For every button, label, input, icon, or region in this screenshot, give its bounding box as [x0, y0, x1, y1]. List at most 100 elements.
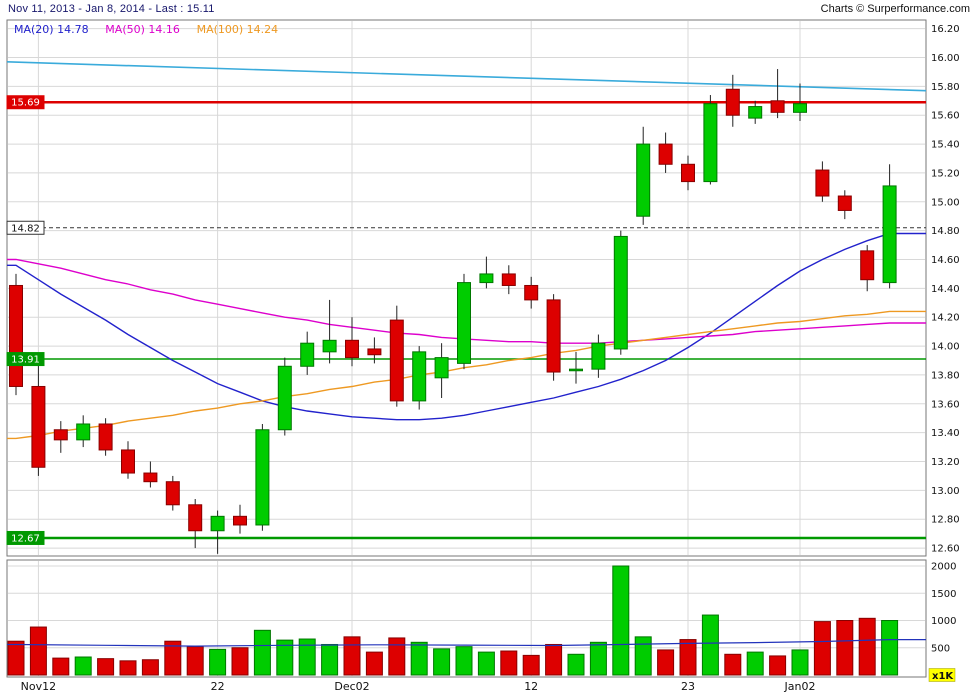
- candle-body: [748, 106, 763, 119]
- x-tick-label: Jan02: [784, 680, 816, 693]
- candle-body: [658, 143, 673, 165]
- candle-body: [165, 481, 180, 506]
- volume-bar: [746, 651, 764, 676]
- legend-MA(20): MA(20) 14.78: [14, 23, 89, 36]
- volume-bar: [701, 614, 719, 676]
- candle-body: [367, 348, 382, 356]
- volume-bar: [365, 651, 383, 676]
- level-label-box: [6, 95, 45, 110]
- candle-body: [815, 169, 830, 197]
- volume-bar: [477, 651, 495, 676]
- candle-body: [255, 429, 270, 526]
- legend-MA(100): MA(100) 14.24: [197, 23, 279, 36]
- y-tick-label: 14.40: [931, 284, 960, 295]
- candle-body: [636, 143, 651, 217]
- y-tick-label: 15.00: [931, 197, 960, 208]
- y-tick-label: 12.60: [931, 544, 960, 555]
- candle-body: [837, 195, 852, 211]
- candle-body: [703, 103, 718, 183]
- level-label-box: [6, 220, 45, 235]
- volume-bar: [29, 626, 47, 676]
- volume-bar: [881, 620, 899, 676]
- ma-legend: MA(20) 14.78 MA(50) 14.16 MA(100) 14.24: [14, 23, 278, 36]
- chart-header: Nov 11, 2013 - Jan 8, 2014 - Last : 15.1…: [0, 0, 980, 18]
- y-tick-label: 13.40: [931, 428, 960, 439]
- level-label-12.67: 12.67: [11, 533, 40, 544]
- volume-bar: [567, 653, 585, 676]
- candle-body: [569, 368, 583, 372]
- candle-body: [121, 449, 135, 474]
- y-tick-label: 14.20: [931, 313, 960, 324]
- y-tick-label: 14.60: [931, 255, 960, 266]
- volume-unit-badge: [928, 668, 956, 682]
- volume-tick-label: 1500: [931, 589, 956, 600]
- volume-bar: [7, 640, 25, 676]
- volume-bar: [836, 620, 854, 676]
- volume-bar: [164, 640, 182, 676]
- candle-body: [770, 100, 785, 113]
- credit-text: Charts © Surperformance.com: [820, 3, 970, 15]
- candle-body: [31, 385, 46, 468]
- ma-line-MA(20): [7, 232, 926, 421]
- volume-bar: [813, 621, 831, 676]
- volume-bar: [455, 646, 473, 676]
- volume-tick-label: 500: [931, 643, 950, 654]
- candle-body: [210, 515, 225, 532]
- y-tick-label: 15.20: [931, 168, 960, 179]
- trend-line: [6, 61, 927, 92]
- volume-bar: [186, 646, 204, 676]
- volume-bar: [253, 629, 271, 676]
- grid-layer: [8, 21, 925, 676]
- y-tick-label: 15.60: [931, 111, 960, 122]
- level-label-15.69: 15.69: [11, 98, 40, 109]
- volume-bar: [321, 643, 339, 676]
- volume-bar: [97, 658, 115, 676]
- y-tick-label: 14.80: [931, 226, 960, 237]
- candle-body: [389, 319, 404, 402]
- volume-bar: [388, 637, 406, 676]
- candle-body: [457, 282, 471, 364]
- y-tick-label: 14.00: [931, 342, 960, 353]
- volume-tick-label: 1000: [931, 616, 956, 627]
- y-tick-label: 12.80: [931, 515, 960, 526]
- volume-bar: [657, 649, 675, 676]
- level-label-14.82: 14.82: [11, 223, 40, 234]
- legend-MA(50): MA(50) 14.16: [105, 23, 180, 36]
- volume-bar: [209, 648, 227, 676]
- ma-line-MA(100): [7, 310, 926, 440]
- volume-bar: [858, 617, 876, 676]
- volume-bar: [141, 659, 159, 676]
- y-tick-label: 16.20: [931, 24, 960, 35]
- price-axis-labels: 16.20 16.00 15.80 15.60 15.40 15.20 15.00 14.80…: [931, 24, 960, 554]
- volume-bar: [276, 639, 294, 676]
- volume-ma-line: [7, 638, 926, 647]
- candle-body: [9, 284, 23, 387]
- y-tick-label: 13.20: [931, 457, 960, 468]
- candle-body: [546, 299, 561, 373]
- volume-bar: [119, 660, 137, 676]
- level-labels-layer: 15.69 14.82 13.91 12.67: [6, 95, 45, 545]
- ma-line-MA(50): [7, 258, 926, 344]
- level-label-13.91: 13.91: [11, 355, 40, 366]
- volume-bar: [724, 653, 742, 676]
- volume-bar: [433, 648, 451, 676]
- x-tick-label: 12: [524, 680, 538, 693]
- candle-body: [681, 163, 695, 183]
- x-tick-label: Nov12: [21, 680, 56, 693]
- candle-body: [725, 88, 740, 116]
- candle-body: [860, 250, 875, 281]
- candle-body: [188, 504, 203, 532]
- x-tick-label: 23: [681, 680, 695, 693]
- volume-bars-layer: [7, 565, 899, 676]
- candle-body: [345, 339, 359, 359]
- candles-layer: [9, 69, 897, 554]
- candle-body: [412, 351, 427, 402]
- volume-bar: [52, 657, 70, 676]
- date-axis-labels: Nov12 22 Dec02 12 23 Jan02: [21, 680, 816, 693]
- volume-bar: [522, 654, 540, 676]
- y-tick-label: 15.80: [931, 82, 960, 93]
- candle-body: [524, 284, 539, 301]
- volume-bar: [343, 636, 361, 676]
- candle-body: [143, 472, 158, 483]
